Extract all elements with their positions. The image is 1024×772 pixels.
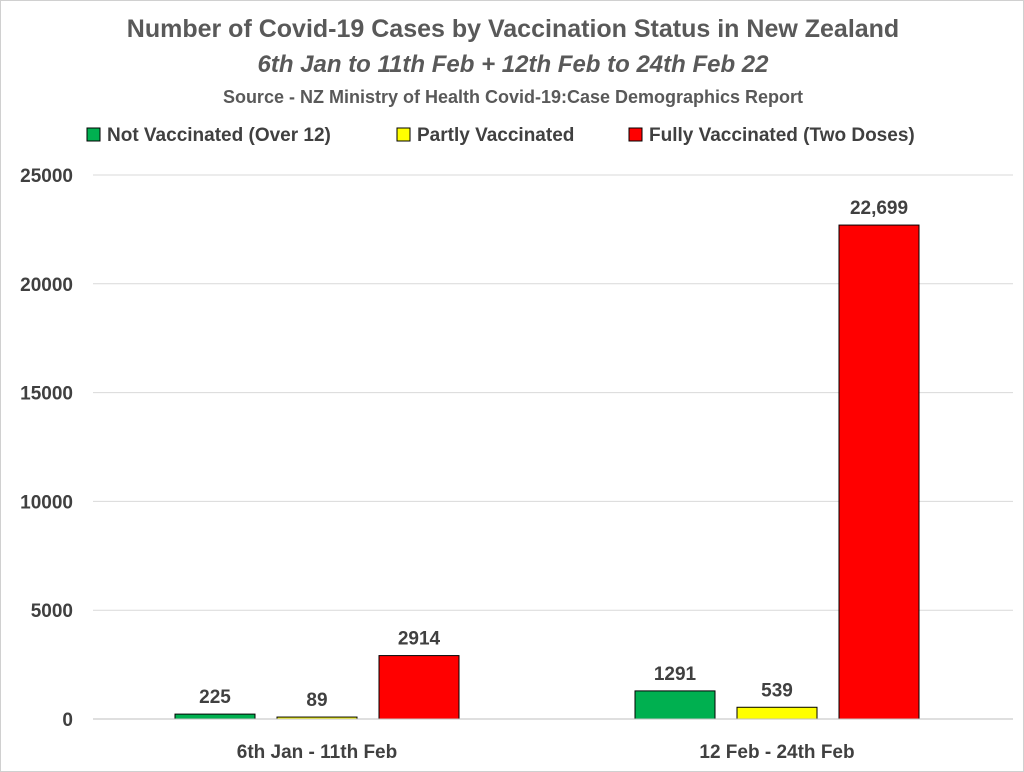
bar-data-label: 89 (306, 690, 327, 711)
bar-data-label: 22,699 (850, 198, 908, 219)
chart-source: Source - NZ Ministry of Health Covid-19:… (223, 87, 803, 107)
chart-title: Number of Covid-19 Cases by Vaccination … (127, 15, 899, 43)
bar (378, 655, 460, 720)
y-axis: 0 5000 10000 15000 20000 25000 (20, 166, 73, 731)
legend-entry-label: Fully Vaccinated (Two Doses) (649, 125, 915, 146)
bars: 225 89 2914 1291 539 22,699 (174, 198, 920, 720)
bar (838, 224, 920, 720)
bar (634, 690, 716, 720)
legend-entry-label: Not Vaccinated (Over 12) (107, 125, 331, 146)
legend-swatch (628, 127, 643, 142)
legend-swatch (86, 127, 101, 142)
legend-swatch (396, 127, 411, 142)
legend: Not Vaccinated (Over 12) Partly Vaccinate… (86, 125, 915, 146)
x-category-label: 12 Feb - 24th Feb (699, 742, 854, 763)
y-tick-label: 10000 (20, 492, 73, 513)
bar-data-label: 1291 (654, 664, 697, 685)
bar-data-label: 539 (761, 680, 793, 701)
y-tick-label: 20000 (20, 275, 73, 296)
y-tick-label: 15000 (20, 384, 73, 405)
y-tick-label: 0 (62, 710, 73, 731)
x-category-label: 6th Jan - 11th Feb (237, 742, 397, 763)
bar (736, 706, 818, 720)
y-tick-label: 5000 (31, 601, 73, 622)
y-tick-label: 25000 (20, 166, 73, 187)
bar (174, 713, 256, 720)
bar-data-label: 225 (199, 687, 231, 708)
legend-entry-label: Partly Vaccinated (417, 125, 574, 146)
x-axis: 6th Jan - 11th Feb 12 Feb - 24th Feb (93, 718, 1013, 763)
bar-data-label: 2914 (398, 629, 441, 650)
chart-subtitle: 6th Jan to 11th Feb + 12th Feb to 24th F… (258, 51, 770, 78)
